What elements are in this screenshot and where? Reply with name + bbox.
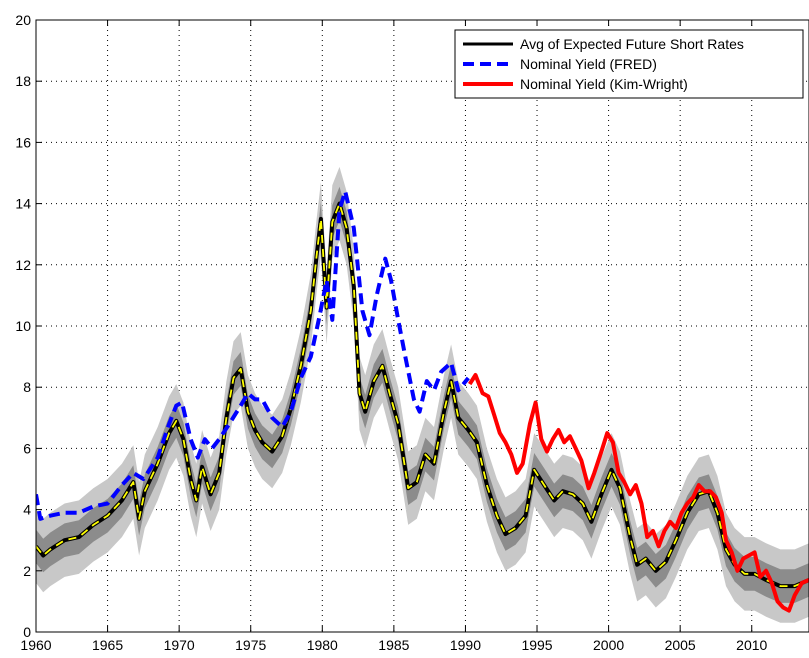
x-axis: 1960 1965 1970 1975 1980 1985 1990 1995 2000 2005… (20, 20, 768, 653)
series-nominal-yield-fred (36, 189, 470, 521)
series-nominal-yield-kim-wright (468, 373, 809, 613)
x-tick-label: 2010 (736, 637, 767, 653)
outer-band (36, 166, 809, 623)
x-tick-label: 2005 (665, 637, 696, 653)
x-tick-label: 1970 (164, 637, 195, 653)
y-tick-label: 6 (23, 440, 31, 456)
legend-box (454, 29, 804, 99)
legend-label-fred: Nominal Yield (FRED) (520, 56, 657, 72)
y-tick-label: 20 (15, 12, 31, 28)
y-tick-label: 0 (23, 624, 31, 640)
y-tick-label: 18 (15, 73, 31, 89)
x-tick-label: 1960 (20, 637, 51, 653)
series-avg-yellow-overlay (36, 202, 809, 587)
y-tick-label: 8 (23, 379, 31, 395)
x-tick-label: 1980 (307, 637, 338, 653)
x-tick-label: 1990 (450, 637, 481, 653)
y-tick-label: 2 (23, 563, 31, 579)
x-tick-label: 1965 (92, 637, 123, 653)
y-tick-label: 16 (15, 134, 31, 150)
y-tick-label: 14 (15, 196, 31, 212)
series-lines (36, 189, 809, 613)
x-tick-label: 1975 (235, 637, 266, 653)
legend: Avg of Expected Future Short Rates Nomin… (454, 29, 804, 99)
x-tick-label: 2000 (593, 637, 624, 653)
y-tick-label: 12 (15, 257, 31, 273)
y-tick-label: 10 (15, 318, 31, 334)
y-axis: 0 2 4 6 8 10 12 14 16 18 20 (15, 12, 42, 640)
legend-label-avg: Avg of Expected Future Short Rates (520, 36, 744, 52)
legend-label-kim-wright: Nominal Yield (Kim-Wright) (520, 76, 688, 92)
x-tick-label: 1995 (521, 637, 552, 653)
x-tick-label: 1985 (378, 637, 409, 653)
y-tick-label: 4 (23, 502, 31, 518)
